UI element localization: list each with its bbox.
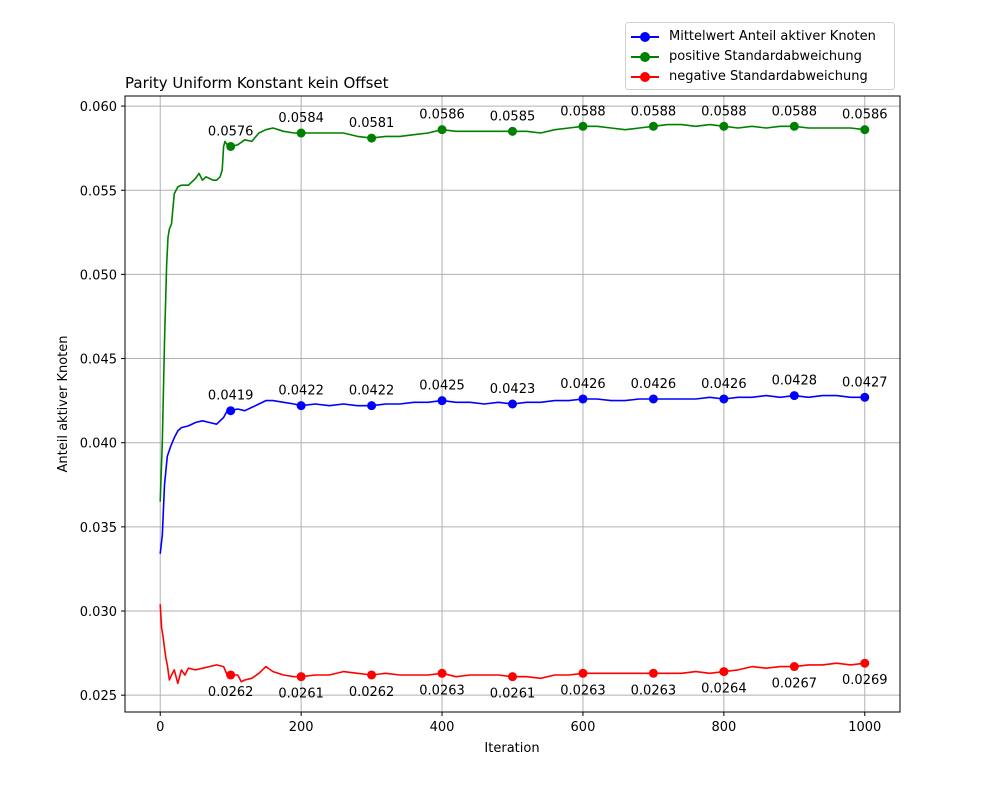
y-tick-label: 0.035: [80, 521, 117, 536]
data-label: 0.0422: [349, 384, 395, 399]
data-point-marker: [296, 672, 306, 682]
data-point-marker: [719, 394, 729, 404]
legend-label-negative-std: negative Standardabweichung: [669, 69, 868, 84]
data-point-marker: [578, 394, 588, 404]
axis-ticks: 0 200 400 600 800 1000 0.025 0.030 0.035 0.040 0.0…: [80, 100, 882, 735]
y-tick-label: 0.045: [80, 353, 117, 368]
data-point-marker: [719, 121, 729, 131]
y-tick-label: 0.025: [80, 689, 117, 704]
data-point-marker: [789, 391, 799, 401]
data-point-marker: [367, 133, 377, 143]
data-label: 0.0262: [349, 685, 395, 700]
series-0: 0.0419 0.0422 0.0422 0.0425 0.0423 0.0426 0.04…: [159, 374, 888, 554]
data-point-marker: [860, 658, 870, 668]
data-label: 0.0427: [842, 375, 888, 390]
data-point-marker: [437, 396, 447, 406]
x-tick-label: 800: [711, 720, 736, 735]
y-tick-label: 0.055: [80, 184, 117, 199]
data-label: 0.0584: [278, 111, 324, 126]
legend: Mittelwert Anteil aktiver Knoten positiv…: [625, 22, 895, 90]
data-label: 0.0588: [631, 104, 677, 119]
series-line: [159, 394, 865, 554]
data-label: 0.0426: [560, 377, 606, 392]
data-label: 0.0426: [631, 377, 677, 392]
series-2: 0.0262 0.0261 0.0262 0.0263 0.0261 0.0263 0.02…: [159, 604, 888, 702]
data-point-marker: [226, 670, 236, 680]
data-label: 0.0261: [278, 687, 324, 702]
data-label: 0.0586: [419, 108, 465, 123]
x-tick-label: 1000: [848, 720, 881, 735]
data-point-marker: [508, 399, 517, 409]
legend-item-negative-std: negative Standardabweichung: [626, 67, 894, 87]
data-label: 0.0422: [278, 384, 324, 399]
data-label: 0.0426: [701, 377, 747, 392]
data-label: 0.0588: [701, 104, 747, 119]
data-label: 0.0428: [772, 374, 818, 389]
legend-item-mean: Mittelwert Anteil aktiver Knoten: [626, 27, 894, 47]
data-label: 0.0269: [842, 673, 888, 688]
data-label: 0.0263: [631, 683, 677, 698]
data-point-marker: [860, 125, 870, 135]
x-axis-label: Iteration: [484, 741, 539, 756]
data-label: 0.0263: [560, 683, 606, 698]
data-point-marker: [296, 401, 306, 411]
y-tick-label: 0.060: [80, 100, 117, 115]
data-point-marker: [719, 667, 729, 677]
data-label: 0.0585: [490, 109, 536, 124]
y-tick-label: 0.030: [80, 605, 117, 620]
y-tick-label: 0.040: [80, 437, 117, 452]
legend-label-mean: Mittelwert Anteil aktiver Knoten: [669, 29, 876, 44]
data-point-marker: [437, 668, 447, 678]
y-tick-label: 0.050: [80, 268, 117, 283]
y-axis-label: Anteil aktiver Knoten: [56, 335, 71, 472]
data-point-marker: [296, 128, 306, 138]
data-label: 0.0262: [208, 685, 254, 700]
data-point-marker: [578, 668, 588, 678]
grid-lines: [125, 96, 900, 712]
x-tick-label: 600: [571, 720, 596, 735]
series-layer: 0.0419 0.0422 0.0422 0.0425 0.0423 0.0426 0.04…: [159, 104, 888, 702]
x-tick-label: 200: [289, 720, 314, 735]
legend-label-positive-std: positive Standardabweichung: [669, 49, 862, 64]
data-label: 0.0588: [772, 104, 818, 119]
data-point-marker: [648, 121, 658, 131]
x-tick-label: 400: [430, 720, 455, 735]
series-1: 0.0576 0.0584 0.0581 0.0586 0.0585 0.0588 0.05…: [159, 104, 888, 502]
data-point-marker: [226, 406, 236, 416]
data-point-marker: [508, 672, 517, 682]
data-label: 0.0586: [842, 108, 888, 123]
data-point-marker: [367, 401, 377, 411]
legend-swatch-marker: [640, 52, 650, 62]
x-tick-label: 0: [156, 720, 164, 735]
data-label: 0.0419: [208, 389, 254, 404]
data-label: 0.0425: [419, 379, 465, 394]
data-point-marker: [508, 126, 517, 136]
data-point-marker: [437, 125, 447, 135]
data-point-marker: [648, 668, 658, 678]
legend-item-positive-std: positive Standardabweichung: [626, 47, 894, 67]
data-point-marker: [860, 392, 870, 402]
legend-swatch-marker: [640, 72, 650, 82]
series-line: [159, 604, 865, 685]
legend-swatch-marker: [640, 32, 650, 42]
data-point-marker: [789, 121, 799, 131]
plot-frame: [124, 95, 901, 713]
data-label: 0.0588: [560, 104, 606, 119]
data-point-marker: [578, 121, 588, 131]
data-label: 0.0267: [772, 677, 818, 692]
data-label: 0.0581: [349, 116, 395, 131]
data-point-marker: [648, 394, 658, 404]
data-label: 0.0263: [419, 683, 465, 698]
data-label: 0.0261: [490, 687, 536, 702]
data-label: 0.0264: [701, 682, 747, 697]
chart-title: Parity Uniform Konstant kein Offset: [125, 74, 389, 92]
data-point-marker: [789, 662, 799, 672]
series-line: [159, 123, 865, 502]
data-label: 0.0423: [490, 382, 536, 397]
data-point-marker: [367, 670, 377, 680]
data-point-marker: [226, 141, 236, 151]
data-label: 0.0576: [208, 124, 254, 139]
